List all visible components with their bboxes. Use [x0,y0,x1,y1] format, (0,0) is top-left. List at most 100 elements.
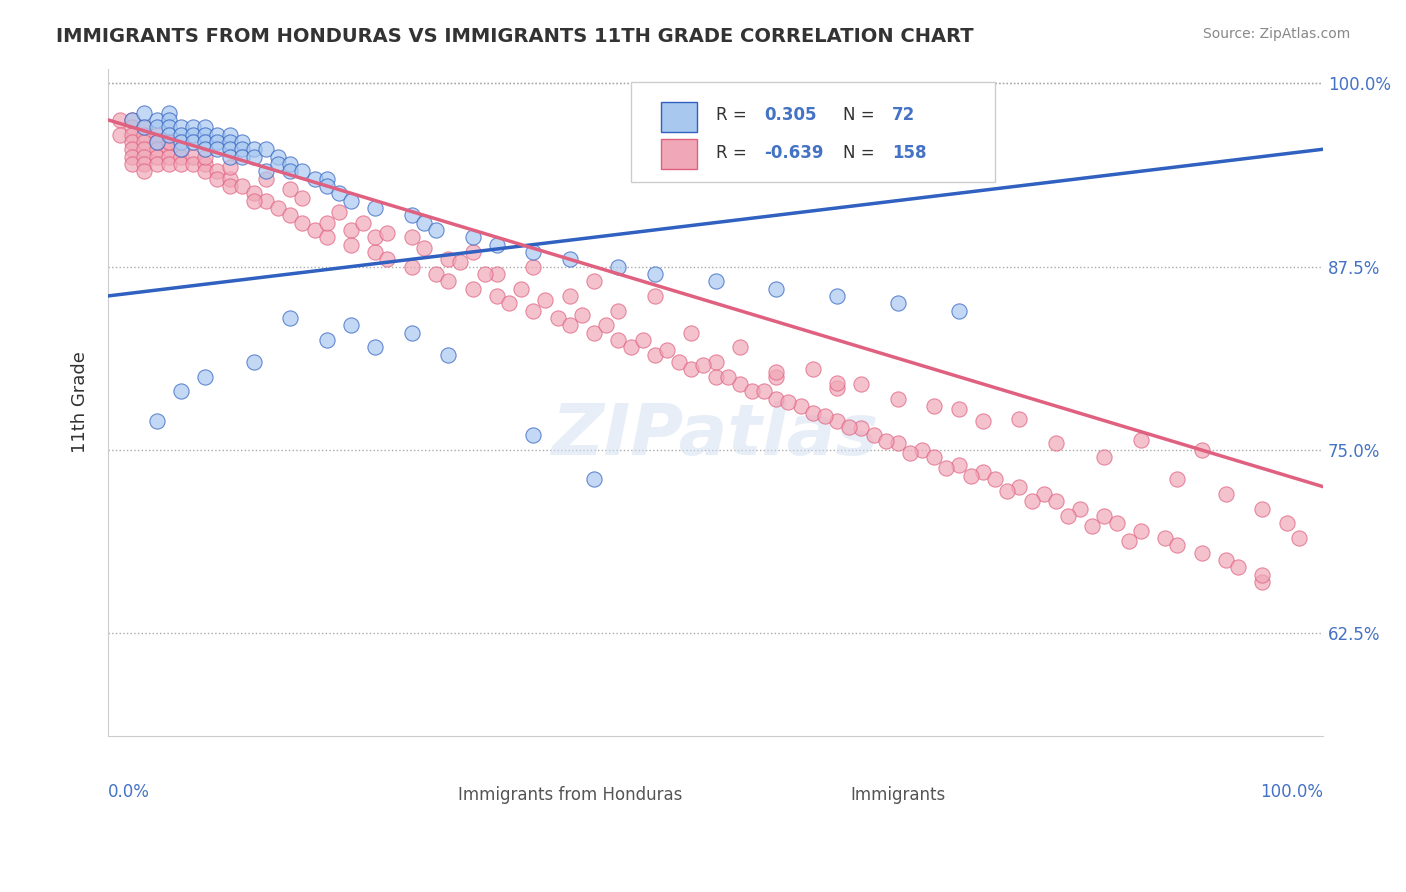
Point [607,333,630,347]
Point [425,267,447,281]
Text: 0.305: 0.305 [765,106,817,124]
Point [619,340,641,354]
Point [134,120,156,135]
Point [1288,531,1310,545]
Point [413,216,436,230]
Point [1191,546,1213,560]
Point [1191,442,1213,457]
Point [1092,450,1115,465]
Point [1251,575,1274,590]
Point [157,120,180,135]
Point [571,308,593,322]
Point [194,150,217,164]
Point [121,157,143,171]
Point [231,150,253,164]
Point [243,142,266,156]
Point [607,260,630,274]
Point [134,135,156,149]
Point [1032,487,1054,501]
Point [243,194,266,208]
Point [157,105,180,120]
Point [340,194,363,208]
Point [681,362,703,376]
Point [181,120,204,135]
Point [254,142,277,156]
Point [583,472,606,486]
Point [218,135,240,149]
Point [278,164,301,178]
Point [364,201,387,215]
Point [218,128,240,142]
Point [243,355,266,369]
Point [1251,501,1274,516]
Point [425,223,447,237]
Point [267,150,290,164]
Point [134,105,156,120]
Point [181,128,204,142]
Point [583,274,606,288]
Point [218,160,240,174]
Point [959,469,981,483]
Point [558,318,581,333]
Point [765,369,787,384]
Point [1215,487,1237,501]
Point [1275,516,1298,531]
Point [461,230,484,244]
Point [485,289,508,303]
Point [972,414,994,428]
Point [218,171,240,186]
Point [108,112,131,127]
Point [194,120,217,135]
Point [1166,538,1188,552]
Point [340,223,363,237]
Point [291,164,314,178]
Point [1118,533,1140,548]
Point [231,178,253,193]
Point [644,348,666,362]
Point [207,142,229,156]
Point [194,128,217,142]
Point [340,237,363,252]
Point [108,128,131,142]
Point [194,142,217,156]
Point [377,226,399,240]
Point [401,326,423,340]
Point [728,376,751,391]
Point [267,157,290,171]
Point [207,135,229,149]
Point [765,392,787,406]
Point [157,157,180,171]
Point [825,376,848,390]
Point [924,399,946,413]
Point [134,128,156,142]
Point [170,157,193,171]
Point [134,150,156,164]
Point [1129,524,1152,538]
Text: 72: 72 [891,106,915,124]
Point [145,120,167,135]
Point [474,267,496,281]
Point [328,186,350,201]
Point [194,157,217,171]
Point [948,458,970,472]
Point [801,362,824,376]
Point [145,135,167,149]
Point [278,182,301,196]
Point [1092,509,1115,524]
Point [1081,519,1104,533]
Point [583,326,606,340]
Point [692,358,714,372]
Point [401,208,423,222]
Point [1251,567,1274,582]
Text: 158: 158 [891,145,927,162]
Point [134,157,156,171]
Point [704,369,727,384]
Point [157,135,180,149]
Point [595,318,617,333]
Point [437,274,460,288]
Point [291,216,314,230]
Point [655,343,678,358]
Point [1045,435,1067,450]
Point [134,142,156,156]
Point [485,267,508,281]
